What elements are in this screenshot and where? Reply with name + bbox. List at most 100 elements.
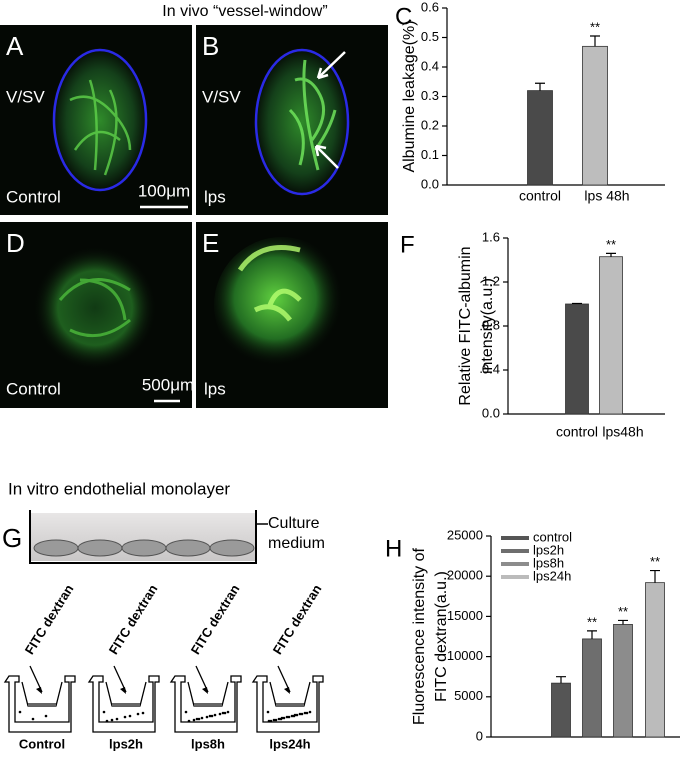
- window-outline: [254, 48, 350, 196]
- bar: [645, 582, 665, 738]
- vessels: [237, 245, 302, 322]
- transwell: FITC dextran lps24h: [251, 582, 325, 751]
- error-bar: [587, 630, 597, 639]
- dye-dot: [197, 717, 201, 721]
- dye-dot: [102, 710, 106, 714]
- dye-dot: [295, 713, 299, 717]
- y-tick-label: 1.2: [482, 273, 500, 288]
- reagent-label: FITC dextran: [22, 582, 77, 657]
- legend-label: lps24h: [533, 568, 571, 583]
- y-tick-label: 0.4: [482, 361, 500, 376]
- dye-dot: [269, 719, 273, 723]
- dye-dot: [18, 710, 22, 714]
- error-bar: [606, 252, 616, 257]
- y-tick-label: 0.4: [421, 58, 439, 73]
- dye-dot: [282, 716, 286, 720]
- glow: [52, 48, 148, 192]
- insert-outline: [3, 675, 76, 733]
- significance: **: [650, 554, 660, 569]
- x-tick-label: lps 48h: [584, 188, 629, 204]
- vessels: [58, 278, 131, 338]
- dye-dot: [31, 717, 35, 721]
- dye-dot: [300, 712, 304, 716]
- bar: [582, 45, 608, 186]
- dye-dot: [184, 710, 188, 714]
- y-tick-label: 0.6: [421, 0, 439, 14]
- image-label: lps: [204, 187, 226, 206]
- dye-dot: [218, 712, 222, 716]
- dye-dot: [44, 714, 48, 718]
- bar: [582, 638, 602, 738]
- y-tick-label: 0.0: [482, 405, 500, 420]
- panel-letter: D: [6, 228, 25, 258]
- vessels: [288, 59, 337, 171]
- x-tick-label: lps48h: [602, 424, 643, 440]
- panel-letter: C: [395, 3, 412, 30]
- legend-label: control: [533, 529, 572, 544]
- section-title: In vitro endothelial monolayer: [8, 479, 230, 498]
- y-axis-label: intensity(a.u.): [479, 278, 496, 374]
- image-label: V/SV: [202, 87, 241, 106]
- y-tick-label: 0.8: [482, 317, 500, 332]
- bar: [527, 90, 553, 186]
- membrane: [28, 703, 56, 706]
- insert-outline: [87, 675, 160, 733]
- dye-dot: [287, 715, 291, 719]
- dye-dot: [277, 717, 281, 721]
- y-tick-label: 15000: [447, 608, 483, 623]
- condition-label: lps2h: [109, 736, 143, 751]
- scale-label: 100μm: [138, 181, 190, 200]
- membrane: [276, 703, 304, 706]
- dye-dot: [290, 714, 294, 718]
- condition-label: lps8h: [191, 736, 225, 751]
- y-tick-label: 0.0: [421, 176, 439, 191]
- x-tick-label: control: [556, 424, 598, 440]
- bar: [599, 256, 623, 415]
- bar: [565, 303, 589, 415]
- image-label: V/SV: [6, 87, 45, 106]
- arrow-head: [202, 687, 208, 694]
- dye-dot: [205, 715, 209, 719]
- error-bar: [618, 619, 628, 625]
- condition-label: lps24h: [269, 736, 310, 751]
- dye-dot: [305, 711, 309, 715]
- error-bar: [650, 569, 660, 583]
- y-tick-label: 10000: [447, 648, 483, 663]
- error-bar: [556, 676, 566, 684]
- error-bar: [572, 302, 582, 305]
- dye-dot: [195, 717, 199, 721]
- glow: [214, 237, 350, 373]
- panel-letter: G: [2, 523, 22, 553]
- transwell: FITC dextran lps8h: [169, 582, 243, 751]
- bar: [613, 624, 633, 738]
- panel-letter: F: [400, 231, 415, 258]
- header: In vivo “vessel-window”: [162, 3, 327, 20]
- dye-dot: [308, 710, 312, 714]
- vessels: [69, 79, 132, 176]
- dye-dot: [266, 710, 270, 714]
- y-tick-label: 0.3: [421, 88, 439, 103]
- dye-dot: [200, 716, 204, 720]
- dye-dot: [208, 714, 212, 718]
- y-tick-label: 0: [476, 728, 483, 743]
- dye-dot: [210, 714, 214, 718]
- legend-label: lps2h: [533, 542, 564, 557]
- dye-dot: [221, 711, 225, 715]
- y-tick-label: 20000: [447, 568, 483, 583]
- dye-dot: [303, 711, 307, 715]
- transwell: FITC dextran lps2h: [87, 582, 161, 751]
- insert-outline: [251, 675, 324, 733]
- membrane: [112, 703, 140, 706]
- reagent-label: FITC dextran: [270, 582, 325, 657]
- dye-dot: [192, 718, 196, 722]
- significance: **: [587, 614, 597, 629]
- reagent-label: FITC dextran: [106, 582, 161, 657]
- dye-dot: [141, 711, 145, 715]
- medium-label: Culture: [268, 515, 320, 532]
- glow: [254, 48, 350, 196]
- y-axis-label: Albumine leakage(%): [401, 20, 418, 172]
- significance: **: [618, 604, 628, 619]
- arrow-head: [36, 687, 42, 694]
- dye-dot: [226, 710, 230, 714]
- panel-letter: H: [385, 535, 402, 562]
